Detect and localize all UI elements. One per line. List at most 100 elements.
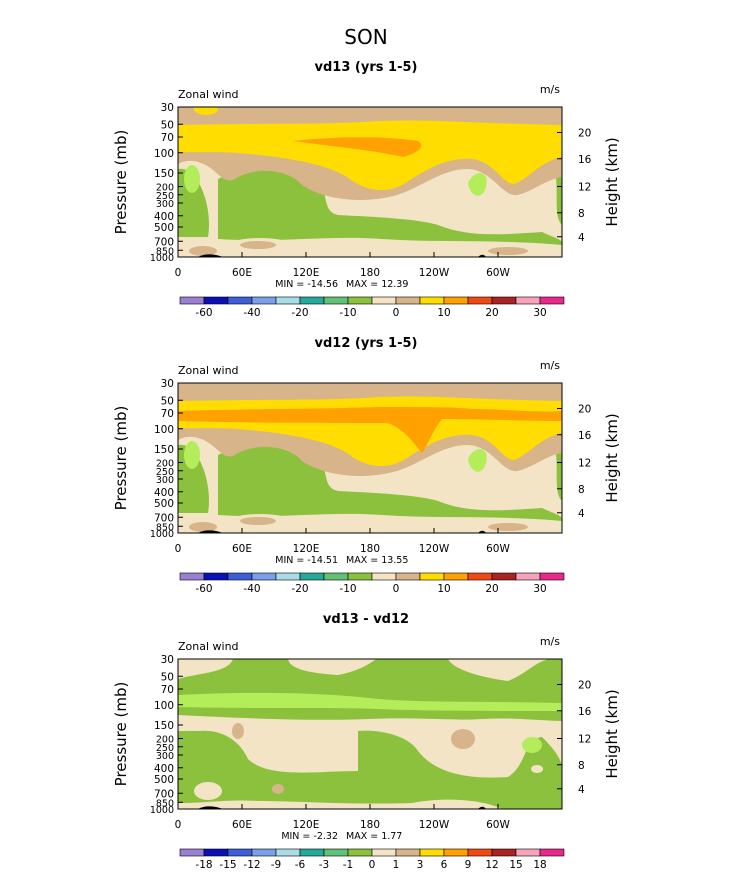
field-dark-tan — [451, 729, 475, 749]
y-tick-label: 850 — [156, 246, 174, 257]
colorbar-box — [443, 848, 469, 857]
y-axis-label: Pressure (mb) — [112, 682, 130, 787]
y-tick-label: 30 — [161, 102, 174, 114]
field-light-tan — [194, 782, 222, 800]
colorbar-label: -20 — [291, 307, 308, 319]
colorbar-box — [323, 848, 349, 857]
field-light-green-region — [468, 172, 487, 196]
colorbar-box — [443, 572, 469, 581]
colorbar-label: 12 — [485, 859, 498, 871]
max-label: MAX = 12.39 — [346, 279, 408, 290]
colorbar-box — [515, 848, 541, 857]
colorbar-box — [275, 572, 301, 581]
colorbar-label: 0 — [393, 583, 400, 595]
y-tick-label: 70 — [161, 132, 174, 144]
colorbar-box — [227, 572, 253, 581]
y2-tick-label: 4 — [578, 508, 585, 520]
colorbar-label: 0 — [369, 859, 376, 871]
y-tick-label: 700 — [154, 788, 174, 800]
x-tick-label: 180 — [360, 819, 380, 831]
colorbar-box — [347, 572, 373, 581]
x-tick-label: 60W — [486, 267, 510, 279]
y-tick-label: 150 — [154, 444, 174, 456]
land-mask — [198, 806, 223, 809]
y-tick-label: 200 — [156, 735, 174, 746]
chart-title: vd13 - vd12 — [323, 612, 409, 627]
y2-tick-label: 8 — [578, 484, 585, 496]
y-tick-label: 500 — [154, 222, 174, 234]
colorbar-label: 6 — [441, 859, 448, 871]
colorbar-label: -40 — [243, 307, 260, 319]
y-tick-label: 850 — [156, 798, 174, 809]
colorbar: -18 -15 -12 -9 -6 -3 -1 0 1 3 6 9 12 15 18 — [179, 848, 565, 871]
colorbar-box — [395, 296, 421, 305]
y-tick-label: 700 — [154, 512, 174, 524]
land-mask — [478, 806, 486, 809]
colorbar-box — [275, 296, 301, 305]
colorbar-box — [323, 296, 349, 305]
colorbar-box — [179, 848, 205, 857]
colorbar-label: 20 — [485, 307, 498, 319]
y-tick-label: 850 — [156, 522, 174, 533]
colorbar-label: -20 — [291, 583, 308, 595]
colorbar-label: 0 — [393, 307, 400, 319]
colorbar-box — [515, 572, 541, 581]
field-yellow-jet — [178, 120, 562, 191]
y-tick-label: 500 — [154, 498, 174, 510]
y-tick-label: 50 — [161, 671, 174, 683]
y2-tick-label: 8 — [578, 208, 585, 220]
y-tick-label: 400 — [154, 211, 174, 223]
field-dark-tan — [232, 723, 244, 739]
field-dark-tan — [488, 523, 528, 531]
chart-left-label: Zonal wind — [178, 364, 239, 377]
y-tick-label: 30 — [161, 378, 174, 390]
panels: vd13 (yrs 1-5)Zonal wind m/s3050701001502… — [112, 60, 621, 871]
colorbar-box — [395, 848, 421, 857]
field-dark-tan — [189, 246, 217, 256]
y2-tick-label: 16 — [578, 430, 592, 442]
y-tick-label: 200 — [156, 183, 174, 194]
y-tick-label: 400 — [154, 763, 174, 775]
chart-units-label: m/s — [540, 83, 560, 96]
x-tick-label: 120W — [419, 543, 450, 555]
colorbar-label: 9 — [465, 859, 472, 871]
field-orange-core — [293, 137, 422, 157]
y-tick-label: 100 — [154, 148, 174, 160]
y-tick-label: 50 — [161, 395, 174, 407]
y2-axis-label: Height (km) — [603, 689, 621, 778]
colorbar-label: 10 — [437, 307, 450, 319]
x-tick-label: 120E — [293, 543, 320, 555]
colorbar-box — [443, 296, 469, 305]
colorbar-label: -40 — [243, 583, 260, 595]
y2-tick-label: 20 — [578, 128, 591, 140]
y-tick-label: 100 — [154, 700, 174, 712]
y2-tick-label: 12 — [578, 734, 591, 746]
y-tick-label: 1000 — [150, 253, 174, 264]
colorbar-label: -60 — [195, 307, 212, 319]
contour-field — [178, 107, 562, 257]
y2-tick-label: 12 — [578, 458, 591, 470]
colorbar-box — [515, 296, 541, 305]
colorbar-box — [419, 848, 445, 857]
colorbar-box — [467, 848, 493, 857]
x-tick-label: 60W — [486, 543, 510, 555]
colorbar-box — [203, 296, 229, 305]
colorbar-label: 1 — [393, 859, 400, 871]
colorbar-box — [491, 572, 517, 581]
colorbar-label: -10 — [339, 307, 356, 319]
colorbar-box — [371, 848, 397, 857]
y-tick-label: 300 — [156, 475, 174, 486]
y-tick-label: 100 — [154, 424, 174, 436]
min-label: MIN = -14.56 — [275, 279, 338, 290]
colorbar-box — [299, 296, 325, 305]
colorbar-box — [251, 296, 277, 305]
colorbar-box — [419, 572, 445, 581]
colorbar-label: 30 — [533, 307, 546, 319]
x-tick-label: 0 — [175, 819, 182, 831]
colorbar-label: 15 — [509, 859, 522, 871]
y-tick-label: 1000 — [150, 805, 174, 816]
colorbar-box — [227, 296, 253, 305]
y2-tick-label: 4 — [578, 784, 585, 796]
x-tick-label: 60W — [486, 819, 510, 831]
